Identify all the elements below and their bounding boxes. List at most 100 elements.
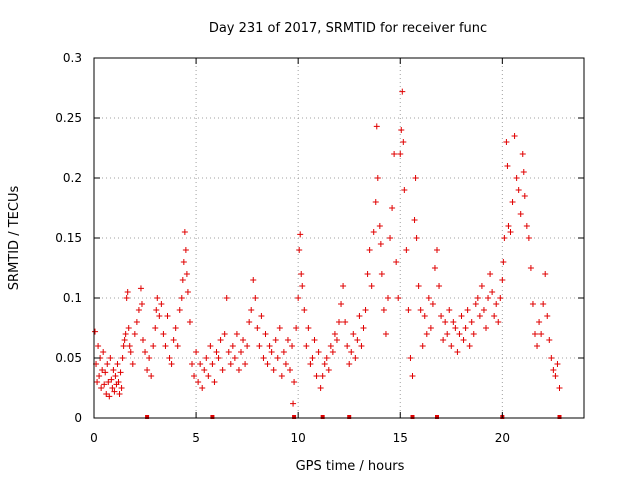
data-point — [193, 349, 200, 355]
data-point — [146, 355, 153, 361]
data-point — [166, 355, 173, 361]
gap-marker — [145, 415, 150, 419]
data-point — [276, 325, 283, 331]
y-tick-label: 0.1 — [63, 291, 82, 305]
data-point — [103, 391, 110, 397]
data-point — [108, 376, 115, 383]
data-point — [115, 379, 122, 385]
data-point — [544, 313, 551, 319]
data-point — [319, 373, 326, 379]
data-point — [133, 319, 140, 325]
data-point — [523, 223, 530, 229]
data-point — [499, 277, 506, 283]
data-point — [401, 187, 408, 193]
data-point — [124, 289, 131, 295]
data-point — [179, 277, 186, 283]
data-point — [233, 331, 240, 337]
data-point — [305, 325, 312, 331]
data-point — [205, 373, 212, 379]
data-point — [154, 295, 161, 301]
data-point — [123, 295, 130, 301]
data-point — [377, 241, 384, 247]
data-point — [119, 355, 126, 361]
data-point — [497, 295, 504, 301]
data-point — [474, 295, 481, 301]
data-point — [150, 343, 157, 349]
data-point — [272, 337, 279, 343]
data-point — [182, 247, 189, 253]
data-point — [389, 205, 396, 211]
data-point — [466, 343, 473, 349]
data-point — [107, 355, 114, 361]
data-point — [181, 229, 188, 235]
data-point — [207, 343, 214, 349]
gap-marker — [557, 415, 562, 419]
data-point — [176, 307, 183, 313]
data-point — [546, 337, 553, 343]
data-point — [412, 175, 419, 181]
data-point — [456, 331, 463, 337]
data-point — [317, 385, 324, 391]
data-point — [172, 325, 179, 331]
data-point — [231, 355, 238, 361]
data-point — [264, 361, 271, 367]
data-point — [109, 385, 116, 391]
data-point — [144, 367, 151, 373]
data-point — [256, 343, 263, 349]
data-point — [105, 379, 112, 385]
data-point — [225, 349, 232, 355]
gap-marker — [320, 415, 325, 419]
data-point — [235, 367, 242, 373]
data-point — [376, 223, 383, 229]
data-point — [191, 373, 198, 379]
data-point — [398, 127, 405, 133]
data-point — [554, 361, 561, 367]
x-tick-label: 5 — [192, 431, 200, 445]
x-axis-title: GPS time / hours — [296, 459, 405, 474]
data-point — [425, 295, 432, 301]
data-point — [358, 343, 365, 349]
data-point — [162, 343, 169, 349]
data-point — [380, 307, 387, 313]
data-point — [460, 337, 467, 343]
data-point — [291, 379, 298, 385]
data-point — [274, 355, 281, 361]
data-point — [138, 301, 145, 307]
data-point — [331, 331, 338, 337]
data-point — [352, 355, 359, 361]
data-point — [487, 271, 494, 277]
data-point — [372, 199, 379, 205]
data-point — [254, 325, 261, 331]
axis-ticks: 0 5 10 15 20 0 0.05 0.1 0.15 0.2 0.25 0.3 — [55, 51, 584, 445]
data-point — [297, 231, 304, 238]
y-tick-label: 0 — [74, 411, 82, 425]
data-point — [303, 343, 310, 349]
data-point — [360, 325, 367, 331]
data-point — [521, 193, 528, 199]
data-point — [391, 151, 398, 157]
data-point — [223, 295, 230, 301]
data-point — [217, 337, 224, 343]
data-point — [242, 361, 249, 367]
data-point — [348, 349, 355, 355]
data-point — [421, 313, 428, 319]
data-point — [429, 301, 436, 307]
data-point — [333, 337, 340, 343]
y-tick-label: 0.25 — [55, 111, 82, 125]
chart-title: Day 231 of 2017, SRMTID for receiver fun… — [209, 21, 487, 36]
data-point — [485, 295, 492, 301]
data-point — [350, 331, 357, 337]
data-point — [174, 343, 181, 349]
data-point — [478, 283, 485, 289]
data-point — [527, 265, 534, 271]
data-point — [356, 313, 363, 319]
data-point — [120, 343, 127, 349]
data-point — [156, 313, 163, 319]
data-point — [215, 355, 222, 361]
data-point — [489, 289, 496, 295]
data-point — [434, 247, 440, 253]
data-point — [114, 361, 121, 367]
data-point — [483, 325, 489, 331]
data-point — [213, 349, 220, 355]
data-point — [99, 367, 106, 373]
